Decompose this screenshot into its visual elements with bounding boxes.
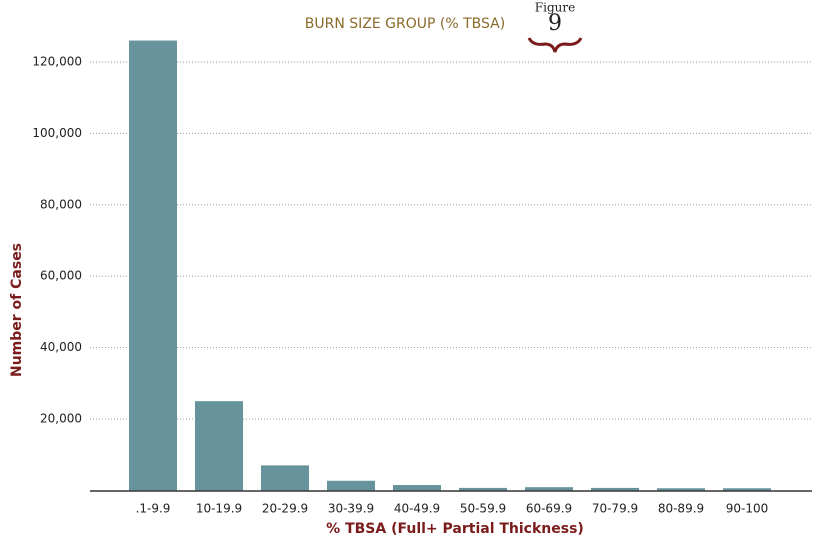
bar xyxy=(195,401,243,491)
bar xyxy=(591,487,639,491)
figure-label: Figure xyxy=(535,1,575,15)
bar xyxy=(327,480,375,491)
y-tick-label: 60,000 xyxy=(40,269,82,283)
y-tick-label: 100,000 xyxy=(32,126,82,140)
x-tick-label: 90-100 xyxy=(726,502,769,516)
y-tick-label: 80,000 xyxy=(40,197,82,211)
x-tick-label: 60-69.9 xyxy=(526,502,572,516)
bar xyxy=(723,488,771,491)
x-tick-label: 30-39.9 xyxy=(328,502,374,516)
x-tick-label: 20-29.9 xyxy=(262,502,308,516)
x-tick-label: 40-49.9 xyxy=(394,502,440,516)
y-tick-label: 20,000 xyxy=(40,411,82,425)
bar xyxy=(525,487,573,491)
figure-number: 9 xyxy=(548,11,562,36)
bar xyxy=(657,488,705,491)
bar xyxy=(261,465,309,491)
y-tick-label: 40,000 xyxy=(40,340,82,354)
chart-title: BURN SIZE GROUP (% TBSA) xyxy=(305,16,505,32)
x-tick-label: 80-89.9 xyxy=(658,502,704,516)
x-tick-label: 10-19.9 xyxy=(196,502,242,516)
bar xyxy=(393,485,441,491)
x-axis-label: % TBSA (Full+ Partial Thickness) xyxy=(326,521,584,537)
bar xyxy=(129,40,177,491)
x-tick-label: .1-9.9 xyxy=(136,502,171,516)
figure-brace xyxy=(527,37,583,53)
y-tick-label: 120,000 xyxy=(32,54,82,68)
y-axis-label: Number of Cases xyxy=(9,243,25,377)
bar xyxy=(459,487,507,491)
x-tick-label: 70-79.9 xyxy=(592,502,638,516)
x-tick-label: 50-59.9 xyxy=(460,502,506,516)
